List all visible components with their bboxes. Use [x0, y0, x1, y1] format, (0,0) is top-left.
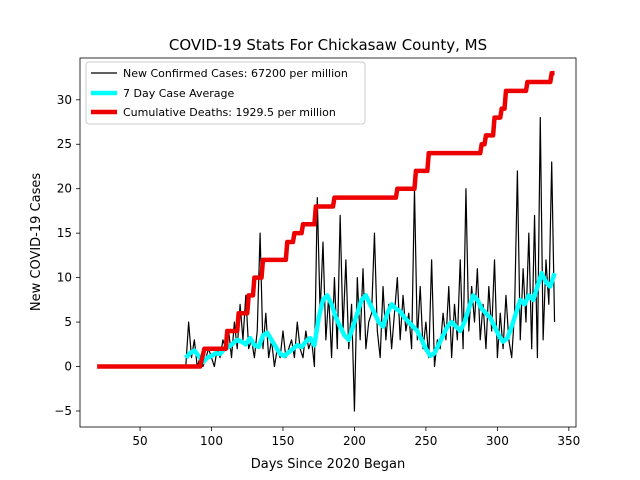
plot-frame	[79, 57, 577, 428]
legend-box	[85, 61, 366, 125]
y-tick-label: 25	[57, 137, 72, 151]
series-line-7-day-case-average	[184, 270, 557, 365]
legend: New Confirmed Cases: 67200 per million 7…	[85, 61, 366, 125]
series-line-new-confirmed-cases-67200-per-million	[185, 116, 556, 412]
y-tick-label: 5	[64, 315, 72, 329]
y-axis-label: New COVID-19 Cases	[29, 173, 44, 311]
series-line-cumulative-deaths-1929-5-per-million	[97, 70, 555, 369]
x-tick-label: 250	[414, 434, 437, 448]
x-axis: 50 100 150 200 250 300 350	[132, 427, 580, 448]
y-tick-label: 20	[57, 182, 72, 196]
y-tick-label: 15	[57, 226, 72, 240]
y-tick-label: −5	[54, 404, 72, 418]
y-axis: −5 0 5 10 15 20 25 30	[54, 93, 80, 418]
x-tick-label: 150	[272, 434, 295, 448]
legend-label-cumulative-deaths: Cumulative Deaths: 1929.5 per million	[123, 106, 336, 119]
x-tick-label: 350	[557, 434, 580, 448]
series-layer	[97, 70, 557, 412]
x-axis-label: Days Since 2020 Began	[251, 457, 406, 472]
y-tick-label: 10	[57, 271, 72, 285]
legend-label-new-cases: New Confirmed Cases: 67200 per million	[123, 67, 348, 80]
y-tick-label: 0	[64, 360, 72, 374]
legend-label-7-day-average: 7 Day Case Average	[123, 87, 235, 100]
x-tick-label: 50	[132, 434, 147, 448]
x-tick-label: 300	[486, 434, 509, 448]
chart-title: COVID-19 Stats For Chickasaw County, MS	[169, 36, 487, 54]
x-tick-label: 100	[200, 434, 223, 448]
y-tick-label: 30	[57, 93, 72, 107]
x-tick-label: 200	[343, 434, 366, 448]
